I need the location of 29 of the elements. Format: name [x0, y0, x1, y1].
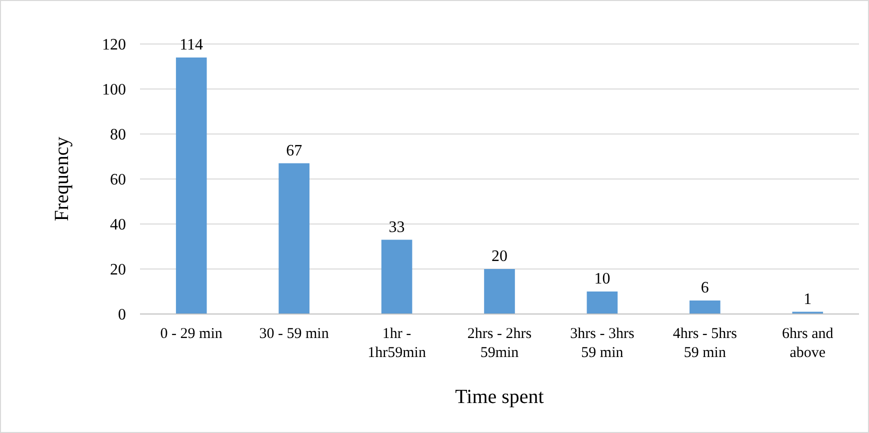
bar	[586, 292, 618, 314]
data-label: 20	[492, 248, 508, 265]
x-tick-label: 3hrs - 3hrs 59 min	[570, 326, 634, 361]
y-tick-label: 120	[102, 36, 126, 54]
x-tick-label: 1hr - 1hr59min	[368, 326, 426, 361]
data-label: 10	[594, 270, 610, 288]
x-tick-label: 2hrs - 2hrs 59min	[467, 326, 532, 361]
data-label: 1	[804, 290, 812, 308]
data-label: 33	[388, 218, 405, 236]
y-tick-label: 0	[118, 306, 126, 324]
y-tick-label: 60	[110, 172, 126, 189]
bar	[176, 58, 207, 314]
data-label: 67	[286, 142, 302, 160]
data-label: 6	[700, 280, 709, 296]
bar	[690, 300, 720, 314]
bar	[278, 163, 310, 314]
y-tick-label: 100	[102, 82, 126, 99]
y-tick-label: 40	[110, 216, 126, 234]
x-tick-label: 6hrs and above	[782, 326, 834, 361]
x-tick-label: 30 - 59 min	[259, 326, 330, 342]
x-tick-label: 0 - 29 min	[160, 326, 223, 342]
y-axis-title: Frequency	[51, 136, 73, 222]
data-label: 114	[180, 36, 204, 54]
y-tick-label: 80	[110, 126, 126, 144]
x-axis-title: Time spent	[455, 386, 544, 408]
bar	[381, 240, 412, 314]
bar	[484, 269, 515, 314]
y-tick-label: 20	[110, 262, 126, 279]
x-tick-label: 4hrs - 5hrs 59 min	[672, 326, 738, 361]
